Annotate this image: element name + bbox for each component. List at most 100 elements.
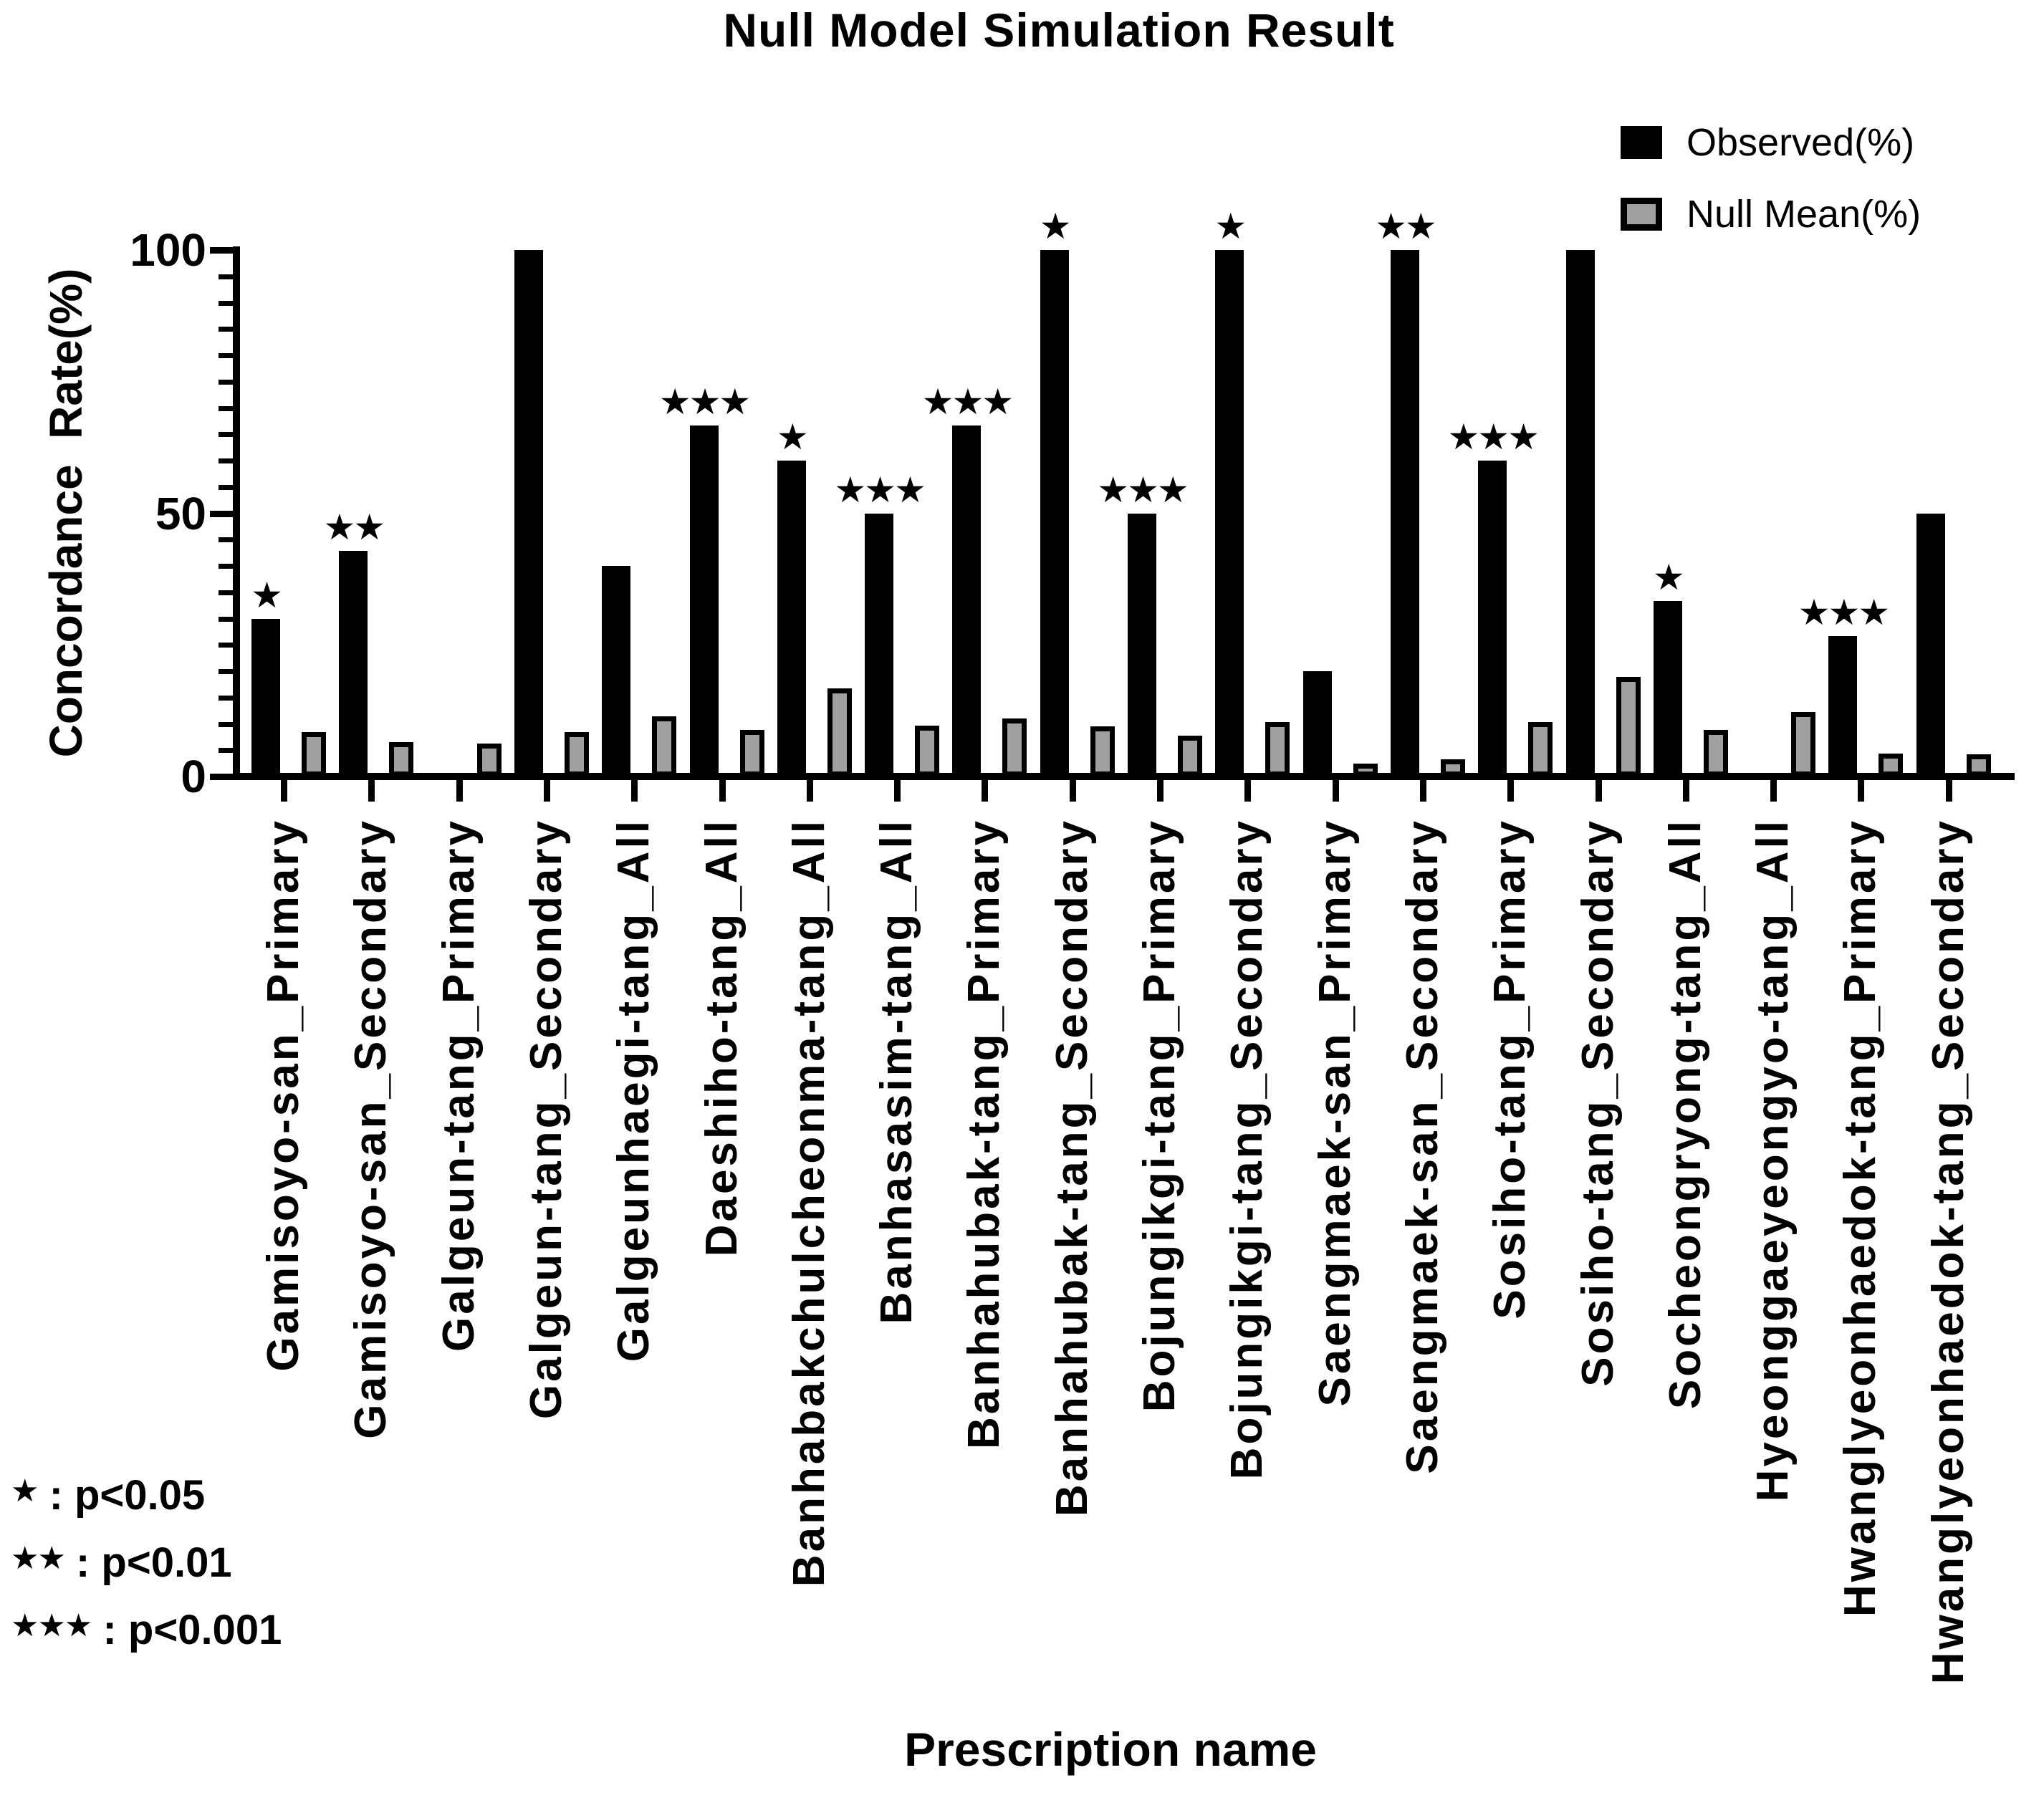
y-axis-minor-tick xyxy=(219,458,233,463)
x-axis-title: Prescription name xyxy=(904,1723,1317,1776)
legend-item-observed: Observed(%) xyxy=(1621,121,1921,164)
null-mean-bar xyxy=(1440,759,1465,777)
x-category-label: Hwanglyeonhaedok-tang_Secondary xyxy=(1923,818,1973,1685)
footnote-line: ★★ : p<0.01 xyxy=(11,1530,282,1597)
null-mean-bar xyxy=(1703,729,1728,777)
x-category-label: Gamisoyo-san_Primary xyxy=(259,818,308,1372)
observed-bar xyxy=(1828,635,1858,777)
observed-bar xyxy=(1215,250,1244,777)
observed-bar xyxy=(1128,513,1156,777)
footnote-text: : p<0.001 xyxy=(91,1607,282,1653)
observed-bar xyxy=(777,461,806,777)
significance-stars: ★ xyxy=(1214,206,1247,247)
observed-bar xyxy=(514,250,543,777)
observed-bar xyxy=(1478,461,1507,777)
significance-stars: ★★★ xyxy=(1798,591,1890,633)
legend-item-null-mean: Null Mean(%) xyxy=(1621,193,1921,236)
x-axis-tick xyxy=(1945,780,1952,802)
significance-stars: ★★★ xyxy=(921,380,1014,423)
y-axis-major-tick xyxy=(210,774,233,780)
x-axis-tick xyxy=(1419,780,1426,802)
observed-bar xyxy=(1565,250,1595,777)
x-axis-tick xyxy=(281,780,287,802)
null-mean-bar xyxy=(476,743,502,777)
y-axis-spine xyxy=(233,246,240,780)
observed-bar xyxy=(952,425,982,777)
x-axis-tick xyxy=(1770,780,1777,802)
y-axis-minor-tick xyxy=(219,274,233,279)
x-category-label: Bojungikgi-tang_Secondary xyxy=(1222,818,1272,1480)
y-axis-minor-tick xyxy=(219,327,233,332)
significance-stars: ★★ xyxy=(1375,206,1437,247)
significance-stars: ★ xyxy=(1652,557,1685,599)
x-category-label: Hwanglyeonhaedok-tang_Primary xyxy=(1836,818,1886,1617)
significance-stars: ★★★ xyxy=(1447,416,1539,458)
x-axis-tick xyxy=(1069,780,1076,802)
x-axis-tick xyxy=(368,780,375,802)
significance-stars: ★★★ xyxy=(1097,468,1189,511)
x-category-label: Banhahubak-tang_Primary xyxy=(959,818,1009,1449)
x-axis-tick xyxy=(1507,780,1515,802)
y-axis-major-tick xyxy=(210,510,233,517)
x-axis-tick xyxy=(1682,780,1689,802)
null-mean-bar xyxy=(739,729,764,777)
observed-bar xyxy=(1916,513,1945,777)
significance-stars: ★★★ xyxy=(834,468,926,511)
significance-footnote: ★ : p<0.05 ★★ : p<0.01 ★★★ : p<0.001 xyxy=(11,1463,282,1665)
footnote-stars: ★★ xyxy=(11,1540,66,1577)
x-axis-line xyxy=(233,773,2015,780)
null-mean-bar xyxy=(652,716,677,777)
footnote-line: ★★★ : p<0.001 xyxy=(11,1597,282,1665)
y-axis-minor-tick xyxy=(219,590,233,595)
y-axis-minor-tick xyxy=(219,695,233,701)
x-category-label: Banhabakchulcheonma-tang_All xyxy=(784,818,834,1587)
null-mean-bar xyxy=(1616,677,1641,777)
x-axis-tick xyxy=(1244,780,1252,802)
significance-stars: ★★★ xyxy=(658,380,751,423)
x-category-label: Saengmaek-san_Secondary xyxy=(1397,818,1447,1474)
observed-bar xyxy=(339,550,368,777)
y-axis-minor-tick xyxy=(219,537,233,543)
null-mean-bar xyxy=(389,742,414,777)
null-mean-bar xyxy=(1090,726,1115,777)
y-axis-minor-tick xyxy=(219,721,233,727)
x-category-label: Sosiho-tang_Secondary xyxy=(1573,818,1623,1387)
significance-stars: ★ xyxy=(251,574,283,616)
y-axis-minor-tick xyxy=(219,300,233,306)
y-axis-minor-tick xyxy=(219,643,233,648)
x-category-label: Galgeun-tang_Primary xyxy=(433,818,484,1352)
observed-bar xyxy=(1653,601,1682,777)
null-mean-bar xyxy=(1791,711,1816,777)
x-axis-tick xyxy=(719,780,726,802)
significance-stars: ★★ xyxy=(323,506,385,548)
observed-bar xyxy=(602,566,631,777)
x-category-label: Banhahubak-tang_Secondary xyxy=(1047,818,1097,1517)
x-axis-tick xyxy=(1332,780,1339,802)
x-category-label: Galgeunhaegi-tang_All xyxy=(609,818,659,1362)
x-axis-tick xyxy=(894,780,901,802)
y-tick-label: 100 xyxy=(130,224,206,276)
null-mean-bar xyxy=(564,732,589,777)
null-mean-bar xyxy=(1528,722,1553,777)
null-mean-bar xyxy=(1879,753,1904,777)
x-axis-tick xyxy=(1858,780,1865,802)
x-category-label: Banhasasim-tang_All xyxy=(872,818,922,1324)
y-axis-minor-tick xyxy=(219,484,233,490)
x-axis-tick xyxy=(1595,780,1602,802)
y-axis-minor-tick xyxy=(219,616,233,622)
legend: Observed(%) Null Mean(%) xyxy=(1621,121,1921,269)
observed-bar xyxy=(251,618,280,777)
footnote-text: : p<0.01 xyxy=(64,1539,232,1586)
y-axis-minor-tick xyxy=(219,432,233,438)
y-axis-minor-tick xyxy=(219,669,233,674)
y-tick-label: 0 xyxy=(181,751,206,802)
null-mean-bar xyxy=(1002,718,1027,777)
x-category-label: Daeshiho-tang_All xyxy=(696,818,747,1257)
x-axis-tick xyxy=(631,780,638,802)
null-mean-bar xyxy=(1178,735,1202,777)
legend-label-observed: Observed(%) xyxy=(1686,121,1915,164)
y-tick-label: 50 xyxy=(155,487,206,539)
legend-label-null-mean: Null Mean(%) xyxy=(1686,193,1921,236)
y-axis-minor-tick xyxy=(219,353,233,358)
